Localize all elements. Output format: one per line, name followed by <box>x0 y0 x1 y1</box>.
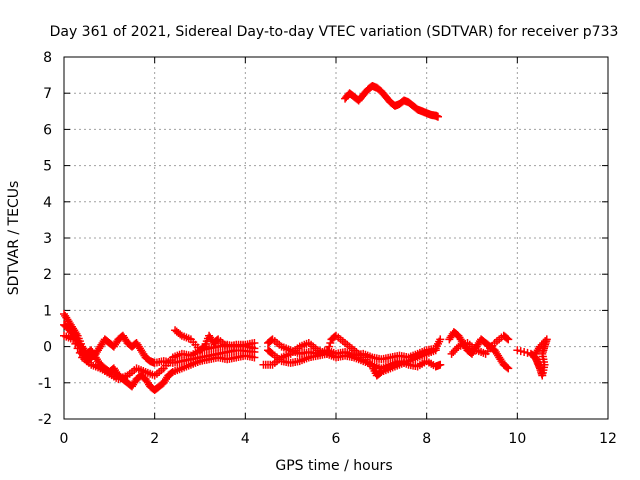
y-tick-label: 3 <box>43 231 52 247</box>
x-axis-label: GPS time / hours <box>275 458 392 474</box>
data-point <box>436 360 445 369</box>
data-point <box>431 346 440 355</box>
data-point <box>503 363 512 372</box>
data-point <box>504 364 513 373</box>
series-track-4 <box>171 326 259 355</box>
data-points <box>60 81 551 395</box>
data-point <box>503 334 512 343</box>
x-tick-label: 6 <box>332 431 341 447</box>
y-tick-label: 6 <box>43 122 52 138</box>
data-point <box>531 349 540 358</box>
series-track-11 <box>513 335 551 380</box>
y-tick-label: 5 <box>43 159 52 175</box>
x-tick-label: 0 <box>60 431 69 447</box>
series-track-8 <box>341 81 442 121</box>
chart-title: Day 361 of 2021, Sidereal Day-to-day VTE… <box>50 24 619 40</box>
data-point <box>325 342 334 351</box>
data-point <box>75 348 84 357</box>
data-point <box>434 112 442 121</box>
data-point <box>71 339 80 348</box>
data-point <box>326 338 335 347</box>
y-tick-label: 7 <box>43 86 52 102</box>
axis-ticks <box>63 56 609 420</box>
x-tick-label: 8 <box>422 431 431 447</box>
grid-lines <box>64 57 608 419</box>
y-tick-label: 8 <box>43 50 52 66</box>
y-tick-label: -2 <box>38 412 52 428</box>
y-tick-label: 2 <box>43 267 52 283</box>
data-point <box>322 349 331 358</box>
series-track-7 <box>259 331 440 380</box>
data-point <box>73 344 82 353</box>
y-tick-label: -1 <box>38 376 52 392</box>
x-tick-label: 10 <box>508 431 526 447</box>
x-tick-label: 4 <box>241 431 250 447</box>
data-point <box>436 335 445 344</box>
data-point <box>250 338 259 347</box>
data-point <box>532 348 541 357</box>
x-tick-label: 2 <box>150 431 159 447</box>
data-point <box>69 335 78 344</box>
y-axis-label: SDTVAR / TECUs <box>6 181 22 296</box>
y-tick-label: 0 <box>43 340 52 356</box>
data-point <box>504 335 513 344</box>
data-point <box>324 346 333 355</box>
y-tick-label: 1 <box>43 303 52 319</box>
x-tick-label: 12 <box>599 431 617 447</box>
series-track-10 <box>447 331 513 358</box>
y-tick-label: 4 <box>43 195 52 211</box>
